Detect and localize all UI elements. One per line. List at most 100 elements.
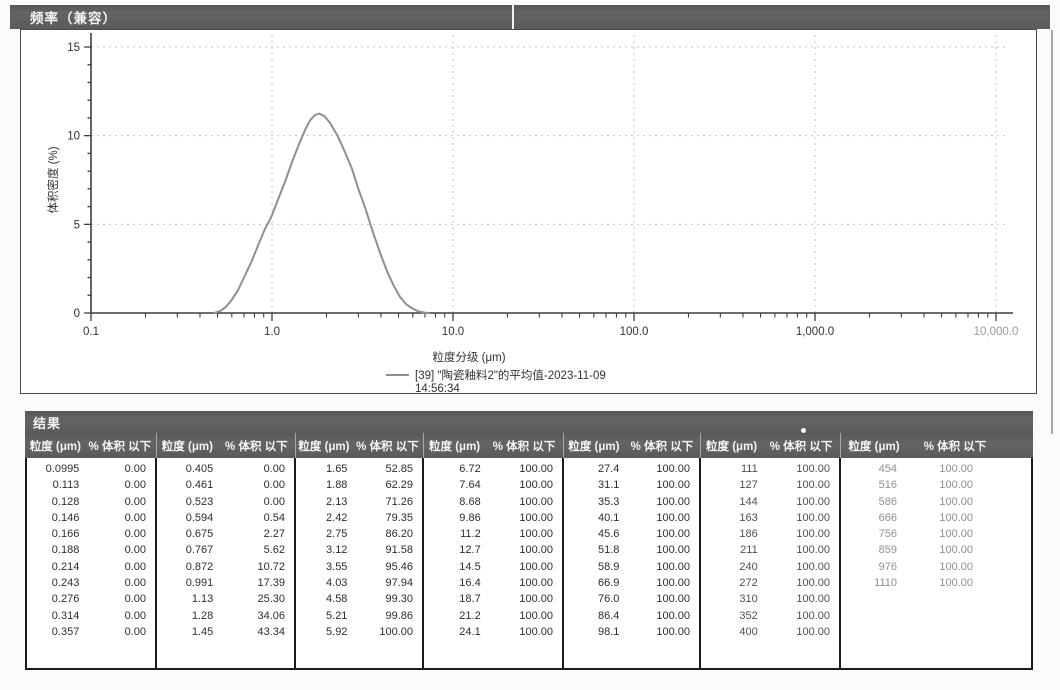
table-row: 2.13 71.26 bbox=[296, 494, 422, 510]
size-value: 0.243 bbox=[51, 577, 80, 590]
pct-column-header: % 体积 以下 bbox=[492, 440, 556, 453]
pct-value: 5.62 bbox=[263, 544, 285, 557]
table-row: 0.461 0.00 bbox=[157, 477, 294, 493]
column-group: 111 100.00 127 100.00 144 100.00 163 100.00 186 1… bbox=[701, 458, 841, 668]
table-row: 0.675 2.27 bbox=[157, 526, 294, 542]
frequency-panel-header: 频率（兼容） bbox=[10, 5, 1050, 29]
size-value: 86.4 bbox=[597, 609, 620, 622]
x-tick-label: 0.1 bbox=[83, 326, 99, 338]
table-row: 24.1 100.00 bbox=[424, 624, 562, 640]
pct-value: 100.00 bbox=[796, 479, 830, 492]
table-row: 756 100.00 bbox=[841, 526, 1031, 542]
size-value: 5.21 bbox=[326, 609, 348, 622]
table-row: 0.405 0.00 bbox=[157, 461, 294, 477]
table-row: 1.13 25.30 bbox=[157, 591, 294, 607]
pct-value: 97.94 bbox=[385, 577, 413, 590]
column-group-header: 粒度 (μm) % 体积 以下 bbox=[424, 433, 564, 458]
size-value: 7.64 bbox=[459, 479, 481, 492]
size-column-header: 粒度 (μm) bbox=[706, 440, 758, 453]
size-value: 18.7 bbox=[459, 593, 481, 606]
pct-column-header: % 体积 以下 bbox=[225, 440, 288, 453]
pct-value: 34.06 bbox=[257, 609, 285, 622]
pct-value: 100.00 bbox=[656, 593, 690, 606]
pct-value: 100.00 bbox=[656, 495, 690, 508]
pct-value: 100.00 bbox=[939, 495, 973, 508]
table-row: 0.523 0.00 bbox=[157, 494, 294, 510]
pct-value: 100.00 bbox=[519, 560, 553, 573]
frequency-curve bbox=[213, 112, 430, 314]
size-value: 58.9 bbox=[597, 560, 620, 573]
size-value: 16.4 bbox=[459, 577, 481, 590]
size-value: 51.8 bbox=[597, 544, 620, 557]
pct-value: 0.00 bbox=[124, 625, 146, 638]
pct-value: 100.00 bbox=[519, 479, 553, 492]
pct-value: 100.00 bbox=[939, 463, 973, 475]
size-column-header: 粒度 (μm) bbox=[298, 440, 350, 453]
pct-column-header: % 体积 以下 bbox=[356, 440, 419, 453]
pct-value: 0.00 bbox=[263, 479, 285, 492]
pct-value: 100.00 bbox=[939, 544, 973, 557]
pct-value: 0.00 bbox=[124, 511, 146, 524]
size-value: 666 bbox=[878, 511, 897, 524]
pct-value: 100.00 bbox=[519, 577, 553, 590]
size-value: 76.0 bbox=[597, 593, 620, 606]
size-value: 240 bbox=[739, 560, 758, 573]
pct-value: 100.00 bbox=[656, 479, 690, 492]
table-row: 859 100.00 bbox=[841, 542, 1031, 558]
pct-value: 100.00 bbox=[939, 560, 973, 573]
table-row: 2.42 79.35 bbox=[296, 510, 422, 526]
size-value: 0.188 bbox=[51, 544, 80, 557]
results-table-body: 0.0995 0.00 0.113 0.00 0.128 0.00 0.146 0.00 0.1… bbox=[25, 458, 1033, 670]
pct-value: 100.00 bbox=[796, 577, 830, 590]
size-value: 0.0995 bbox=[45, 463, 80, 475]
size-value: 3.12 bbox=[326, 544, 348, 557]
pct-value: 100.00 bbox=[519, 463, 553, 475]
table-row: 400 100.00 bbox=[701, 624, 839, 640]
scan-edge-shadow bbox=[1051, 30, 1053, 434]
table-row: 76.0 100.00 bbox=[564, 591, 699, 607]
y-tick-label: 5 bbox=[74, 219, 80, 231]
pct-value: 0.00 bbox=[263, 495, 285, 508]
table-row: 1.28 34.06 bbox=[157, 608, 294, 624]
pct-value: 100.00 bbox=[656, 511, 690, 524]
pct-value: 100.00 bbox=[519, 511, 553, 524]
pct-value: 99.86 bbox=[385, 609, 413, 622]
pct-value: 100.00 bbox=[796, 544, 830, 557]
table-row: 516 100.00 bbox=[841, 477, 1031, 493]
table-row: 0.214 0.00 bbox=[27, 559, 155, 575]
size-value: 0.357 bbox=[51, 625, 80, 638]
table-row: 1.45 43.34 bbox=[157, 624, 294, 640]
pct-value: 71.26 bbox=[385, 495, 413, 508]
pct-value: 0.00 bbox=[124, 609, 146, 622]
pct-column-header: % 体积 以下 bbox=[923, 440, 987, 453]
x-tick-label: 100.0 bbox=[620, 326, 649, 338]
size-value: 0.872 bbox=[185, 560, 214, 573]
table-row: 0.594 0.54 bbox=[157, 510, 294, 526]
size-column-header: 粒度 (μm) bbox=[429, 440, 481, 453]
column-group: 454 100.00 516 100.00 586 100.00 666 100.00 756 1… bbox=[841, 458, 1031, 668]
pct-value: 100.00 bbox=[519, 625, 553, 638]
size-value: 127 bbox=[739, 479, 758, 492]
pct-column-header: % 体积 以下 bbox=[769, 440, 833, 453]
size-value: 1.28 bbox=[191, 609, 214, 622]
table-row: 51.8 100.00 bbox=[564, 542, 699, 558]
size-value: 0.461 bbox=[185, 479, 214, 492]
size-value: 40.1 bbox=[597, 511, 620, 524]
table-row: 352 100.00 bbox=[701, 608, 839, 624]
table-row: 0.991 17.39 bbox=[157, 575, 294, 591]
table-row: 4.58 99.30 bbox=[296, 591, 422, 607]
table-row: 12.7 100.00 bbox=[424, 542, 562, 558]
table-row: 16.4 100.00 bbox=[424, 575, 562, 591]
pct-value: 0.00 bbox=[263, 463, 285, 475]
pct-value: 100.00 bbox=[796, 528, 830, 541]
table-row: 976 100.00 bbox=[841, 559, 1031, 575]
size-value: 3.55 bbox=[326, 560, 348, 573]
pct-value: 100.00 bbox=[519, 528, 553, 541]
pct-value: 86.20 bbox=[385, 528, 413, 541]
x-tick-label: 10,000.0 bbox=[974, 326, 1019, 338]
size-value: 2.75 bbox=[326, 528, 348, 541]
table-row: 35.3 100.00 bbox=[564, 494, 699, 510]
table-row: 45.6 100.00 bbox=[564, 526, 699, 542]
pct-value: 100.00 bbox=[519, 544, 553, 557]
table-row: 0.113 0.00 bbox=[27, 477, 155, 493]
